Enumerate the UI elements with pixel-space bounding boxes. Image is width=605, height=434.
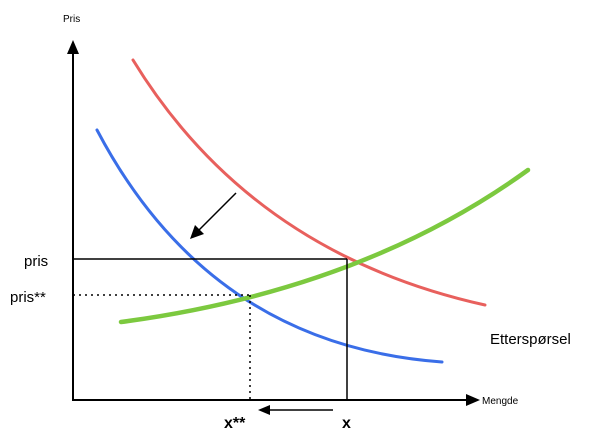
y-axis-label: Pris: [63, 14, 80, 25]
price-label: pris: [24, 253, 48, 270]
original-demand-curve: [131, 58, 487, 307]
y-axis-arrowhead: [67, 40, 79, 54]
x-axis-label: Mengde: [482, 396, 519, 407]
demand-label: Etterspørsel: [490, 331, 571, 348]
new-price-label: pris**: [10, 289, 46, 306]
shift-arrow: [196, 192, 237, 233]
shift-arrowhead: [190, 225, 204, 239]
quantity-arrowhead: [258, 405, 270, 415]
shifted-demand-curve: [95, 128, 444, 364]
new-quantity-label: x**: [224, 415, 246, 432]
quantity-label: x: [342, 415, 351, 432]
supply-curve: [118, 167, 531, 325]
x-axis-arrowhead: [466, 394, 480, 406]
